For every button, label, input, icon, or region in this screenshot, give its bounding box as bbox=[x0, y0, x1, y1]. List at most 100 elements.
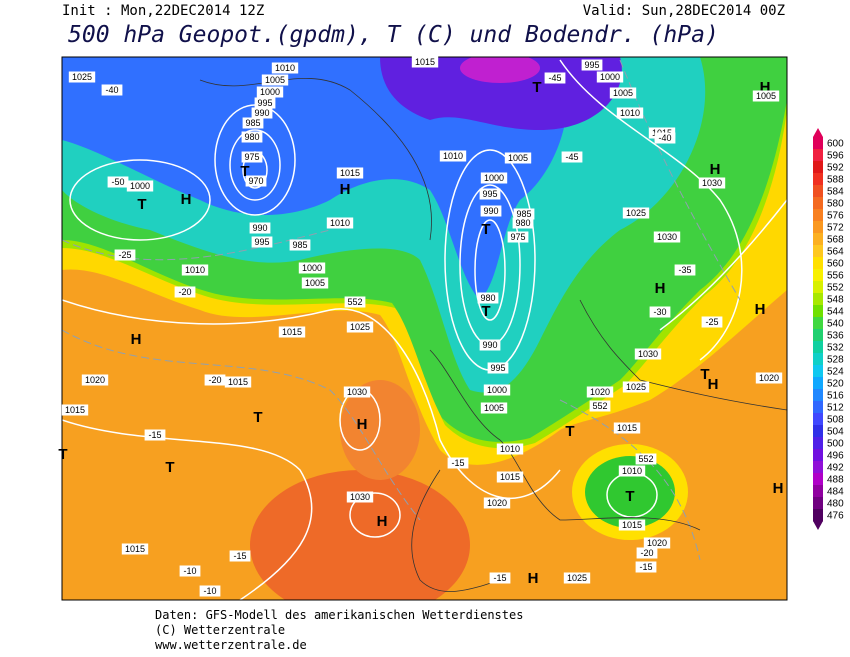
contour-label: 1025 bbox=[626, 208, 646, 218]
contour-label: 985 bbox=[292, 240, 307, 250]
contour-label: 1000 bbox=[487, 385, 507, 395]
contour-label: 995 bbox=[490, 363, 505, 373]
label-bg bbox=[609, 87, 637, 99]
contour-label: 980 bbox=[515, 218, 530, 228]
label-bg bbox=[561, 151, 583, 163]
label-bg bbox=[701, 316, 723, 328]
colorbar-cell bbox=[813, 329, 823, 342]
contour-label: 1015 bbox=[500, 472, 520, 482]
label-bg bbox=[622, 207, 650, 219]
label-bg bbox=[635, 453, 657, 465]
colorbar-cell bbox=[813, 461, 823, 474]
colorbar-cell bbox=[813, 473, 823, 486]
contour-label: 1015 bbox=[415, 57, 435, 67]
pressure-center: H bbox=[377, 513, 388, 530]
contour-label: 1005 bbox=[756, 91, 776, 101]
contour-label: 995 bbox=[482, 189, 497, 199]
colorbar-label: 516 bbox=[827, 391, 844, 402]
colorbar-cell bbox=[813, 293, 823, 306]
label-bg bbox=[261, 74, 289, 86]
contour-label: 990 bbox=[483, 206, 498, 216]
contour-label: 980 bbox=[480, 293, 495, 303]
contour-label: 1010 bbox=[443, 151, 463, 161]
label-bg bbox=[289, 239, 311, 251]
contour-label: 985 bbox=[516, 209, 531, 219]
colorbar-cell bbox=[813, 425, 823, 438]
contour-label: 995 bbox=[257, 98, 272, 108]
contour-label: 1000 bbox=[302, 263, 322, 273]
label-bg bbox=[107, 176, 129, 188]
colorbar-cell bbox=[813, 377, 823, 390]
label-bg bbox=[245, 175, 267, 187]
contour-label: 552 bbox=[347, 297, 362, 307]
label-bg bbox=[343, 386, 371, 398]
colorbar: 6005965925885845805765725685645605565525… bbox=[813, 128, 844, 530]
colorbar-label: 580 bbox=[827, 199, 844, 210]
label-bg bbox=[512, 217, 534, 229]
colorbar-label: 488 bbox=[827, 475, 844, 486]
colorbar-label: 536 bbox=[827, 331, 844, 342]
pressure-center: T bbox=[625, 488, 634, 505]
contour-label: -15 bbox=[233, 551, 246, 561]
contour-label: 990 bbox=[254, 108, 269, 118]
contour-label: 1020 bbox=[647, 538, 667, 548]
contour-label: 1010 bbox=[620, 108, 640, 118]
pressure-center: T bbox=[565, 423, 574, 440]
contour-label: 985 bbox=[245, 118, 260, 128]
colorbar-cell bbox=[813, 173, 823, 186]
coastlines bbox=[199, 77, 787, 592]
label-bg bbox=[581, 59, 603, 71]
contour-label: -45 bbox=[548, 73, 561, 83]
label-bg bbox=[507, 231, 529, 243]
pressure-center: H bbox=[773, 480, 784, 497]
label-bg bbox=[504, 152, 532, 164]
colorbar-label: 508 bbox=[827, 415, 844, 426]
colorbar-cell bbox=[813, 269, 823, 282]
contour-label: 1015 bbox=[340, 168, 360, 178]
label-bg bbox=[480, 172, 508, 184]
contour-label: 1030 bbox=[702, 178, 722, 188]
label-bg bbox=[752, 90, 780, 102]
label-bg bbox=[616, 107, 644, 119]
contour-label: 1005 bbox=[265, 75, 285, 85]
contour-label: 1025 bbox=[567, 573, 587, 583]
colorbar-label: 524 bbox=[827, 367, 844, 378]
label-bg bbox=[181, 264, 209, 276]
label-bg bbox=[563, 572, 591, 584]
pressure-center: T bbox=[165, 459, 174, 476]
contour-label: -20 bbox=[178, 287, 191, 297]
label-bg bbox=[487, 362, 509, 374]
contour-label: 1000 bbox=[600, 72, 620, 82]
colorbar-cell bbox=[813, 389, 823, 402]
contour-label: 1005 bbox=[305, 278, 325, 288]
label-bg bbox=[301, 277, 329, 289]
label-bg bbox=[241, 151, 263, 163]
pressure-center: H bbox=[528, 570, 539, 587]
colorbar-label: 584 bbox=[827, 187, 844, 198]
contour-label: 980 bbox=[244, 132, 259, 142]
label-bg bbox=[596, 71, 624, 83]
colorbar-cell bbox=[813, 497, 823, 510]
contour-label: 1010 bbox=[622, 466, 642, 476]
contour-label: 1025 bbox=[350, 322, 370, 332]
contour-label: -35 bbox=[678, 265, 691, 275]
contour-label: -40 bbox=[658, 133, 671, 143]
contour-label: 975 bbox=[244, 152, 259, 162]
pressure-center: H bbox=[760, 79, 771, 96]
contour-label: 1010 bbox=[500, 444, 520, 454]
label-bg bbox=[635, 561, 657, 573]
colorbar-label: 520 bbox=[827, 379, 844, 390]
contour-label: 1010 bbox=[185, 265, 205, 275]
contour-label: 1000 bbox=[260, 87, 280, 97]
label-bg bbox=[479, 188, 501, 200]
label-bg bbox=[589, 400, 611, 412]
colorbar-label: 596 bbox=[827, 151, 844, 162]
label-bg bbox=[81, 374, 109, 386]
label-bg bbox=[479, 339, 501, 351]
label-bg bbox=[254, 97, 276, 109]
map: 1025-40101010051000995990985980975970T10… bbox=[58, 56, 788, 601]
colorbar-label: 512 bbox=[827, 403, 844, 414]
contour-label: 1025 bbox=[626, 382, 646, 392]
contour-label: 1015 bbox=[65, 405, 85, 415]
